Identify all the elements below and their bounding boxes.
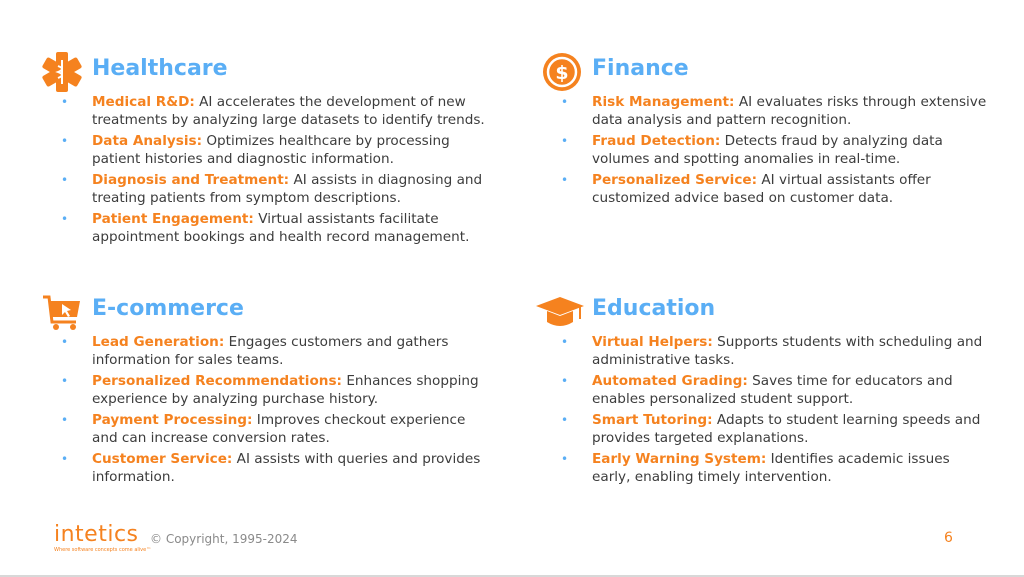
bullet-list: • Virtual Helpers: Supports students with…: [542, 334, 982, 486]
bullet-icon: •: [61, 95, 69, 109]
item-text: Supports students with scheduling and ad…: [592, 334, 983, 368]
item-text: AI virtual assistants offer customized a…: [592, 172, 931, 206]
list-item: • Fraud Detection: Detects fraud by analy…: [542, 133, 992, 168]
list-item: • Early Warning System: Identifies academ…: [542, 451, 992, 486]
copyright: © Copyright, 1995-2024: [150, 532, 298, 546]
list-item: • Risk Management: AI evaluates risks thr…: [542, 94, 992, 129]
logo-tagline: Where software concepts come alive™: [54, 547, 152, 553]
section-title: Finance: [592, 56, 689, 81]
list-item: • Automated Grading: Saves time for educa…: [542, 373, 992, 408]
bullet-list: • Medical R&D: AI accelerates the develop…: [42, 94, 485, 246]
graduation-cap-icon: [536, 297, 584, 326]
bullet-icon: •: [61, 413, 69, 427]
item-text: Saves time for educators and enables per…: [592, 373, 953, 407]
bullet-icon: •: [561, 134, 569, 148]
list-item: • Diagnosis and Treatment: AI assists in …: [42, 172, 492, 207]
list-item: • Personalized Service: AI virtual assist…: [542, 172, 992, 207]
bullet-icon: •: [61, 173, 69, 187]
item-term: Automated Grading:: [592, 373, 748, 389]
item-term: Personalized Recommendations:: [92, 373, 342, 389]
bullet-icon: •: [561, 335, 569, 349]
section-title: Education: [592, 296, 716, 321]
item-text: Optimizes healthcare by processing patie…: [92, 133, 450, 167]
bullet-icon: •: [61, 212, 69, 226]
bullet-icon: •: [561, 452, 569, 466]
item-term: Personalized Service:: [592, 172, 758, 188]
section-education: Education • Virtual Helpers: Supports stu…: [536, 292, 982, 490]
item-text: AI assists in diagnosing and treating pa…: [92, 172, 483, 206]
bullet-icon: •: [561, 374, 569, 388]
list-item: • Patient Engagement: Virtual assistants …: [42, 211, 492, 246]
list-item: • Customer Service: AI assists with queri…: [42, 451, 492, 486]
item-term: Customer Service:: [92, 451, 233, 467]
bullet-icon: •: [61, 134, 69, 148]
bullet-icon: •: [561, 95, 569, 109]
bullet-icon: •: [561, 173, 569, 187]
bullet-icon: •: [561, 413, 569, 427]
item-text: Detects fraud by analyzing data volumes …: [592, 133, 943, 167]
page-number: 6: [944, 530, 953, 546]
shopping-cart-icon: [43, 295, 80, 330]
section-finance: $ Finance • Risk Management: AI evaluates…: [542, 52, 986, 211]
item-term: Data Analysis:: [92, 133, 203, 149]
list-item: • Personalized Recommendations: Enhances …: [42, 373, 492, 408]
item-term: Payment Processing:: [92, 412, 253, 428]
bullet-icon: •: [61, 374, 69, 388]
list-item: • Smart Tutoring: Adapts to student learn…: [542, 412, 992, 447]
item-term: Fraud Detection:: [592, 133, 721, 149]
item-text: Adapts to student learning speeds and pr…: [592, 412, 981, 446]
item-term: Smart Tutoring:: [592, 412, 713, 428]
intetics-logo: intetics Where software concepts come al…: [54, 522, 152, 554]
item-text: Engages customers and gathers informatio…: [92, 334, 449, 368]
item-term: Diagnosis and Treatment:: [92, 172, 290, 188]
item-text: Improves checkout experience and can inc…: [92, 412, 466, 446]
item-term: Medical R&D:: [92, 94, 195, 110]
svg-text:$: $: [555, 62, 568, 84]
dollar-coin-icon: $: [543, 53, 581, 91]
bullet-icon: •: [61, 452, 69, 466]
list-item: • Medical R&D: AI accelerates the develop…: [42, 94, 492, 129]
list-item: • Payment Processing: Improves checkout e…: [42, 412, 492, 447]
item-text: Virtual assistants facilitate appointmen…: [92, 211, 470, 245]
medical-star-of-life-icon: [42, 52, 82, 92]
item-text: AI assists with queries and provides inf…: [92, 451, 481, 485]
logo-text: intetics: [54, 522, 139, 547]
item-term: Patient Engagement:: [92, 211, 254, 227]
item-text: AI evaluates risks through extensive dat…: [592, 94, 987, 128]
list-item: • Virtual Helpers: Supports students with…: [542, 334, 992, 369]
section-healthcare: Healthcare • Medical R&D: AI accelerates …: [42, 52, 485, 250]
item-term: Risk Management:: [592, 94, 735, 110]
item-term: Lead Generation:: [92, 334, 225, 350]
item-text: Enhances shopping experience by analyzin…: [92, 373, 479, 407]
section-title: E-commerce: [92, 296, 244, 321]
bullet-list: • Risk Management: AI evaluates risks thr…: [542, 94, 986, 207]
list-item: • Data Analysis: Optimizes healthcare by …: [42, 133, 492, 168]
item-term: Virtual Helpers:: [592, 334, 713, 350]
section-ecommerce: E-commerce • Lead Generation: Engages cus…: [42, 292, 480, 490]
item-term: Early Warning System:: [592, 451, 767, 467]
item-text: Identifies academic issues early, enabli…: [592, 451, 950, 485]
list-item: • Lead Generation: Engages customers and …: [42, 334, 492, 369]
bullet-list: • Lead Generation: Engages customers and …: [42, 334, 480, 486]
bullet-icon: •: [61, 335, 69, 349]
divider: [0, 575, 1024, 577]
item-text: AI accelerates the development of new tr…: [92, 94, 485, 128]
section-title: Healthcare: [92, 56, 228, 81]
